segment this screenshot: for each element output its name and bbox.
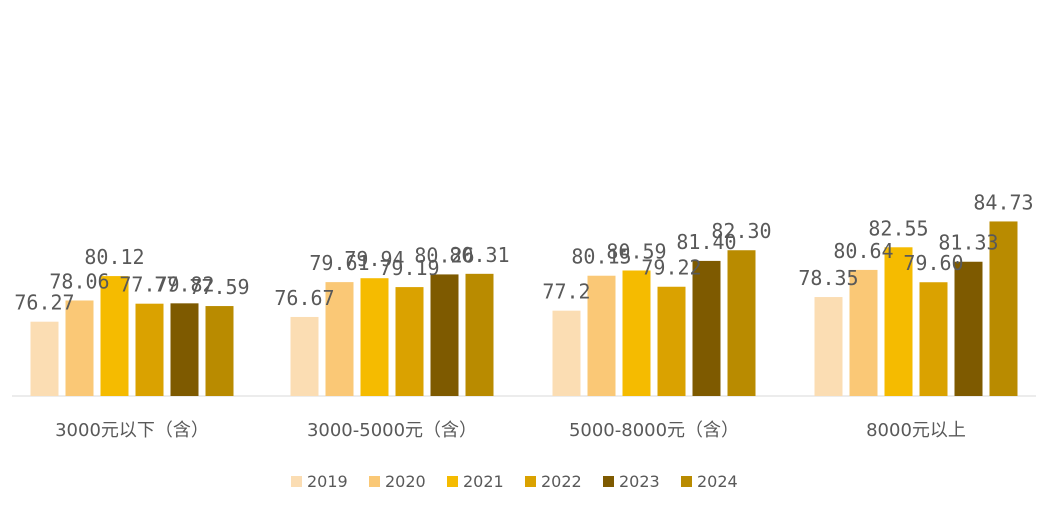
bar-2021-0 — [100, 276, 129, 396]
bar-2024-0 — [205, 306, 234, 396]
data-label-2024-3: 84.73 — [973, 190, 1033, 214]
bar-2022-2 — [657, 286, 686, 396]
data-label-2022-1: 79.19 — [379, 256, 439, 280]
data-label-2023-0: 77.82 — [154, 272, 214, 296]
legend-label-2022: 2022 — [541, 472, 582, 491]
bar-2024-2 — [727, 250, 756, 396]
bar-2020-1 — [325, 282, 354, 396]
legend-item-2022[interactable]: 2022 — [525, 472, 582, 491]
legend-item-2019[interactable]: 2019 — [291, 472, 348, 491]
legend-item-2023[interactable]: 2023 — [603, 472, 660, 491]
bar-2021-3 — [884, 247, 913, 396]
data-label-2020-1: 79.61 — [309, 251, 369, 275]
category-label-0: 3000元以下（含） — [55, 420, 209, 441]
legend-label-2020: 2020 — [385, 472, 426, 491]
data-label-2024-2: 82.30 — [711, 219, 771, 243]
data-label-2024-1: 80.31 — [449, 243, 509, 267]
data-label-2021-2: 80.59 — [606, 240, 666, 264]
data-label-2019-1: 76.67 — [274, 286, 334, 310]
data-label-2020-2: 80.15 — [571, 245, 631, 269]
legend-item-2020[interactable]: 2020 — [369, 472, 426, 491]
data-label-2020-0: 78.06 — [49, 269, 109, 293]
data-label-2019-2: 77.2 — [542, 280, 590, 304]
legend-swatch-2023 — [603, 476, 614, 487]
bar-2019-2 — [552, 310, 581, 396]
category-label-3: 8000元以上 — [866, 420, 966, 441]
data-label-2021-1: 79.94 — [344, 247, 404, 271]
data-label-2023-3: 81.33 — [938, 231, 998, 255]
bar-2020-0 — [65, 300, 94, 396]
data-label-2019-0: 76.27 — [14, 291, 74, 315]
bar-2023-1 — [430, 274, 459, 396]
bar-2023-3 — [954, 261, 983, 396]
bar-2021-1 — [360, 278, 389, 396]
bar-2019-1 — [290, 316, 319, 396]
legend-label-2021: 2021 — [463, 472, 504, 491]
data-label-2022-2: 79.22 — [641, 256, 701, 280]
legend-label-2023: 2023 — [619, 472, 660, 491]
bar-2021-2 — [622, 270, 651, 396]
category-label-2: 5000-8000元（含） — [569, 420, 739, 441]
bars-layer — [30, 221, 1018, 396]
category-labels-layer: 3000元以下（含） 3000-5000元（含） 5000-8000元（含） 8000… — [55, 420, 966, 441]
data-label-2022-0: 77.79 — [119, 273, 179, 297]
bar-2022-1 — [395, 287, 424, 396]
bar-2022-3 — [919, 282, 948, 396]
legend-swatch-2022 — [525, 476, 536, 487]
data-label-2021-3: 82.55 — [868, 216, 928, 240]
data-label-2020-3: 80.64 — [833, 239, 893, 263]
legend-label-2019: 2019 — [307, 472, 348, 491]
data-label-2024-0: 77.59 — [189, 275, 249, 299]
data-label-2019-3: 78.35 — [798, 266, 858, 290]
data-label-2023-1: 80.26 — [414, 243, 474, 267]
legend-swatch-2021 — [447, 476, 458, 487]
bar-2020-3 — [849, 269, 878, 396]
data-label-2023-2: 81.40 — [676, 230, 736, 254]
bar-2019-0 — [30, 321, 59, 396]
bar-2024-3 — [989, 221, 1018, 396]
category-label-1: 3000-5000元（含） — [307, 420, 477, 441]
data-label-2022-3: 79.60 — [903, 251, 963, 275]
legend-swatch-2019 — [291, 476, 302, 487]
legend-label-2024: 2024 — [697, 472, 738, 491]
bar-2024-1 — [465, 273, 494, 396]
bar-2019-3 — [814, 297, 843, 396]
legend-swatch-2024 — [681, 476, 692, 487]
bar-2020-2 — [587, 275, 616, 396]
bar-2023-0 — [170, 303, 199, 396]
legend-item-2024[interactable]: 2024 — [681, 472, 738, 491]
legend-item-2021[interactable]: 2021 — [447, 472, 504, 491]
bar-2023-2 — [692, 260, 721, 396]
legend[interactable]: 2019 2020 2021 2022 2023 2024 — [291, 472, 738, 491]
data-label-2021-0: 80.12 — [84, 245, 144, 269]
bar-2022-0 — [135, 303, 164, 396]
legend-swatch-2020 — [369, 476, 380, 487]
